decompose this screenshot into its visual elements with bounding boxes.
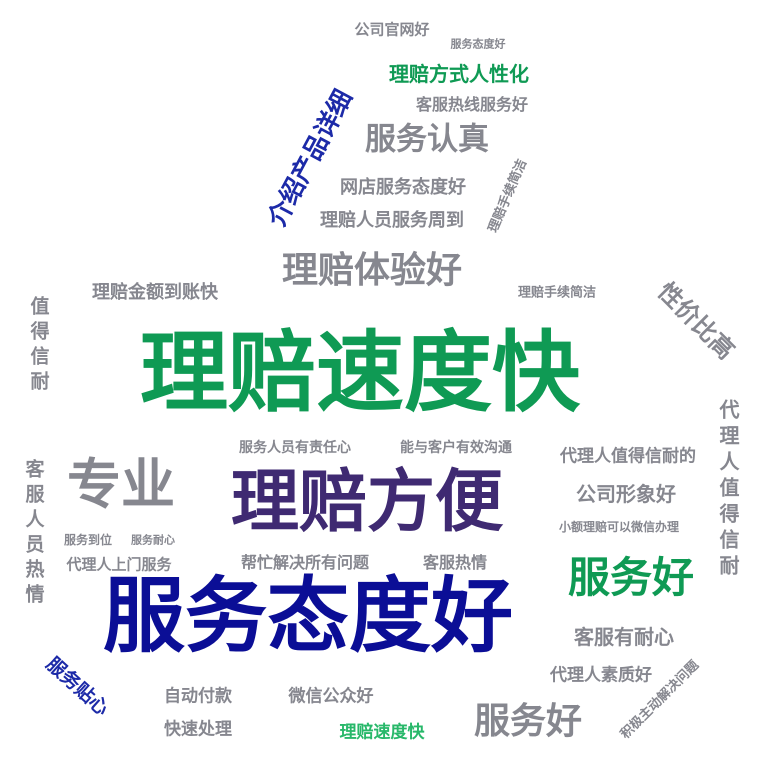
word-cloud-term: 专业	[67, 453, 175, 516]
word-cloud-term: 网店服务态度好	[340, 177, 466, 198]
word-cloud-term: 微信公众好	[288, 686, 374, 707]
word-cloud-term: 值得信耐	[27, 296, 50, 396]
word-cloud-term: 自动付款	[164, 686, 232, 707]
word-cloud-term: 理赔速度快	[339, 722, 425, 743]
word-cloud-term: 小额理赔可以微信办理	[558, 520, 680, 534]
word-cloud-term: 理赔手续简洁	[485, 157, 531, 235]
word-cloud-term: 客服人员热情	[22, 459, 45, 609]
word-cloud-term: 服务好	[473, 701, 583, 742]
word-cloud-term: 能与客户有效沟通	[400, 440, 512, 456]
word-cloud-term: 代理人值得信耐的	[560, 446, 696, 467]
word-cloud-term: 理赔体验好	[281, 250, 463, 291]
word-cloud-term: 性价比高	[652, 277, 740, 365]
word-cloud-term: 理赔方便	[230, 463, 504, 542]
word-cloud-term: 理赔方式人性化	[389, 62, 529, 86]
word-cloud-term: 介绍产品详细	[261, 84, 359, 232]
word-cloud-term: 服务到位	[63, 533, 113, 547]
word-cloud-term: 帮忙解决所有问题	[240, 553, 370, 572]
word-cloud-term: 服务贴心	[41, 653, 113, 721]
word-cloud-term: 理赔人员服务周到	[320, 210, 464, 231]
word-cloud-term: 服务态度好	[450, 37, 506, 51]
word-cloud-term: 客服有耐心	[574, 625, 674, 649]
word-cloud-term: 理赔手续简洁	[517, 285, 597, 301]
word-cloud-term: 理赔速度快	[139, 321, 581, 424]
word-cloud-term: 服务耐心	[131, 533, 175, 547]
word-cloud-term: 公司官网好	[354, 20, 430, 39]
word-cloud-term: 代理人值得信耐	[716, 399, 740, 581]
word-cloud-term: 代理人上门服务	[66, 555, 172, 574]
word-cloud-term: 代理人素质好	[550, 665, 652, 686]
word-cloud-term: 公司形象好	[576, 482, 676, 506]
word-cloud-term: 服务人员有责任心	[239, 440, 351, 456]
word-cloud-term: 快速处理	[164, 719, 232, 740]
word-cloud-term: 客服热线服务好	[415, 95, 529, 114]
word-cloud-term: 客服热情	[422, 553, 488, 572]
word-cloud-term: 理赔金额到账快	[92, 282, 218, 303]
word-cloud-term: 服务认真	[365, 121, 489, 158]
word-cloud-term: 服务好	[567, 553, 695, 602]
word-cloud-term: 服务态度好	[102, 569, 514, 664]
